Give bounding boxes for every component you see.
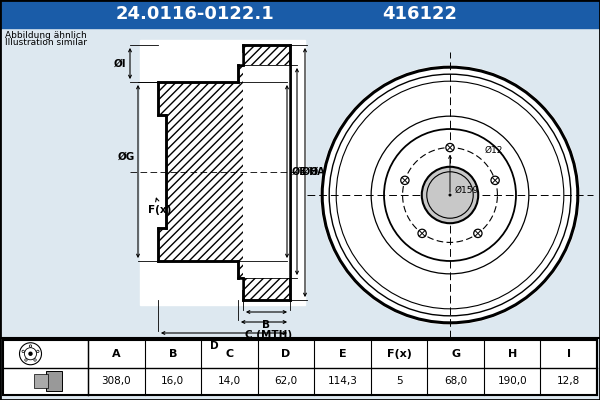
Text: ØE: ØE bbox=[292, 167, 307, 177]
Text: 416122: 416122 bbox=[383, 5, 458, 23]
Text: 190,0: 190,0 bbox=[497, 376, 527, 386]
Text: Ø159: Ø159 bbox=[455, 186, 479, 194]
Bar bbox=[3, 340, 597, 395]
Text: A: A bbox=[112, 349, 121, 359]
Text: F(x): F(x) bbox=[148, 198, 172, 215]
Text: Abbildung ähnlich: Abbildung ähnlich bbox=[5, 31, 87, 40]
Circle shape bbox=[446, 144, 454, 152]
Text: ØI: ØI bbox=[113, 59, 126, 69]
Circle shape bbox=[320, 65, 580, 325]
Circle shape bbox=[491, 176, 499, 184]
Polygon shape bbox=[240, 53, 243, 65]
Text: 62,0: 62,0 bbox=[274, 376, 298, 386]
Bar bbox=[0, 0, 600, 28]
Text: Illustration similar: Illustration similar bbox=[5, 38, 87, 47]
Text: D: D bbox=[209, 341, 218, 351]
Text: H: H bbox=[508, 349, 517, 359]
Text: C (MTH): C (MTH) bbox=[245, 330, 293, 340]
Text: 24.0116-0122.1: 24.0116-0122.1 bbox=[116, 5, 274, 23]
Text: B: B bbox=[169, 349, 177, 359]
Text: 14,0: 14,0 bbox=[218, 376, 241, 386]
Bar bbox=[46, 371, 62, 391]
Circle shape bbox=[422, 167, 478, 223]
Polygon shape bbox=[158, 45, 290, 300]
Text: 16,0: 16,0 bbox=[161, 376, 184, 386]
Text: F(x): F(x) bbox=[386, 349, 412, 359]
Circle shape bbox=[28, 352, 33, 356]
Circle shape bbox=[449, 194, 452, 196]
Text: ØG: ØG bbox=[118, 152, 135, 162]
Text: Ø12: Ø12 bbox=[485, 146, 503, 155]
Text: G: G bbox=[451, 349, 460, 359]
Text: I: I bbox=[567, 349, 571, 359]
Text: ØH: ØH bbox=[302, 167, 319, 177]
Bar bbox=[140, 40, 305, 305]
Circle shape bbox=[474, 229, 482, 238]
Text: D: D bbox=[281, 349, 290, 359]
Text: B: B bbox=[262, 320, 270, 330]
Text: 308,0: 308,0 bbox=[101, 376, 131, 386]
Text: C: C bbox=[226, 349, 233, 359]
Text: 12,8: 12,8 bbox=[557, 376, 580, 386]
Circle shape bbox=[401, 176, 409, 184]
Text: ØA: ØA bbox=[310, 167, 326, 177]
Text: 114,3: 114,3 bbox=[328, 376, 358, 386]
Text: 5: 5 bbox=[396, 376, 403, 386]
Bar bbox=[34, 374, 47, 388]
Polygon shape bbox=[240, 278, 243, 290]
Polygon shape bbox=[243, 65, 290, 278]
Text: E: E bbox=[338, 349, 346, 359]
Circle shape bbox=[418, 229, 426, 238]
Text: 68,0: 68,0 bbox=[444, 376, 467, 386]
